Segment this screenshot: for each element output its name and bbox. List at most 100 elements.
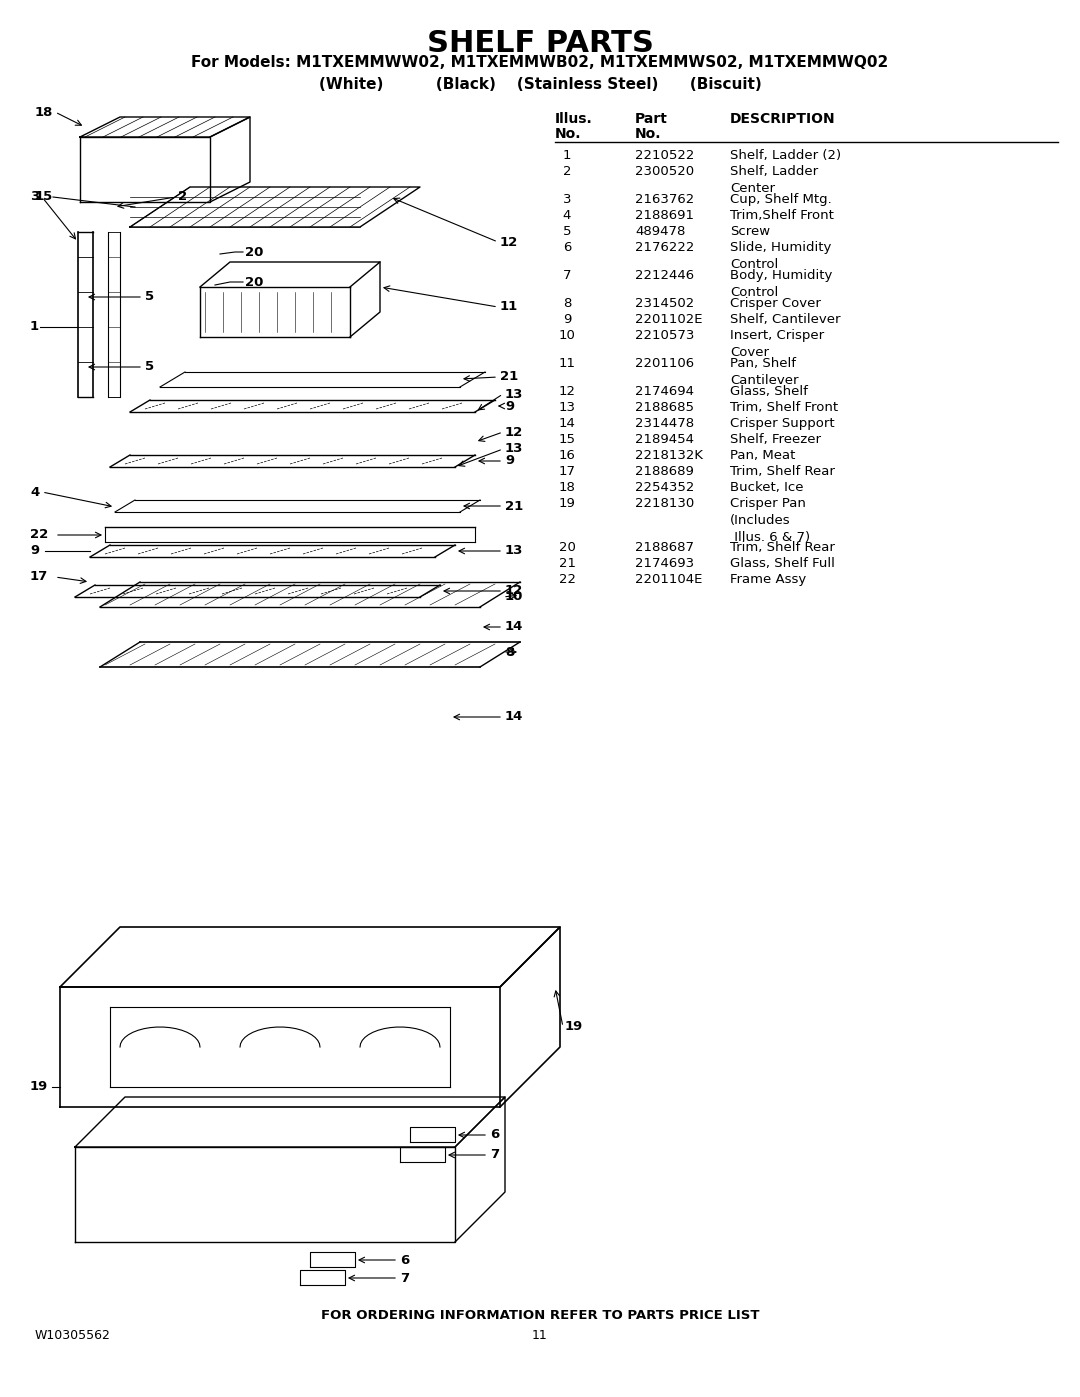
Text: 2188685: 2188685 [635,401,694,414]
Text: Crisper Cover: Crisper Cover [730,298,821,310]
Text: 9: 9 [30,545,39,557]
Text: 7: 7 [400,1271,409,1284]
Text: Trim, Shelf Rear: Trim, Shelf Rear [730,541,835,555]
Text: 5: 5 [145,291,154,303]
Text: 2174694: 2174694 [635,386,694,398]
Text: 18: 18 [558,481,576,495]
Text: 2201102E: 2201102E [635,313,702,326]
Text: 19: 19 [30,1080,49,1094]
Text: 2188691: 2188691 [635,210,694,222]
Text: 2314478: 2314478 [635,416,694,430]
Text: Crisper Support: Crisper Support [730,416,835,430]
Text: 9: 9 [563,313,571,326]
Text: 19: 19 [565,1020,583,1034]
Text: DESCRIPTION: DESCRIPTION [730,112,836,126]
Text: No.: No. [635,127,661,141]
Text: 11: 11 [532,1329,548,1343]
Text: 22: 22 [30,528,49,542]
Text: 21: 21 [558,557,576,570]
Text: 16: 16 [558,448,576,462]
Text: 15: 15 [35,190,53,204]
Text: Pan, Shelf
Cantilever: Pan, Shelf Cantilever [730,358,798,387]
Text: 2218130: 2218130 [635,497,694,510]
Text: Frame Assy: Frame Assy [730,573,807,585]
Text: W10305562: W10305562 [35,1329,111,1343]
Text: Illus.: Illus. [555,112,593,126]
Text: 13: 13 [505,387,524,401]
Text: 2163762: 2163762 [635,193,694,205]
Text: Shelf, Freezer: Shelf, Freezer [730,433,821,446]
Text: SHELF PARTS: SHELF PARTS [427,29,653,59]
Text: 13: 13 [558,401,576,414]
Text: 14: 14 [558,416,576,430]
Text: 489478: 489478 [635,225,686,237]
Text: 10: 10 [505,591,524,604]
Text: Crisper Pan
(Includes
 Illus. 6 & 7): Crisper Pan (Includes Illus. 6 & 7) [730,497,810,543]
Text: Shelf, Ladder
Center: Shelf, Ladder Center [730,165,819,196]
Text: 5: 5 [145,360,154,373]
Text: 2174693: 2174693 [635,557,694,570]
Text: 17: 17 [30,570,49,584]
Text: 3: 3 [563,193,571,205]
Text: 21: 21 [505,500,523,513]
Text: Glass, Shelf: Glass, Shelf [730,386,808,398]
Text: 22: 22 [558,573,576,585]
Text: 2300520: 2300520 [635,165,694,177]
Text: 15: 15 [558,433,576,446]
Text: For Models: M1TXEMMWW02, M1TXEMMWB02, M1TXEMMWS02, M1TXEMMWQ02: For Models: M1TXEMMWW02, M1TXEMMWB02, M1… [191,54,889,70]
Text: 9: 9 [505,454,514,468]
Text: 14: 14 [505,711,524,724]
Text: 8: 8 [563,298,571,310]
Text: Screw: Screw [730,225,770,237]
Text: 2201104E: 2201104E [635,573,702,585]
Text: Body, Humidity
Control: Body, Humidity Control [730,270,833,299]
Text: 8: 8 [505,645,514,658]
Text: Bucket, Ice: Bucket, Ice [730,481,804,495]
Text: Pan, Meat: Pan, Meat [730,448,795,462]
Text: 14: 14 [505,620,524,633]
Text: 2188687: 2188687 [635,541,694,555]
Text: 2: 2 [178,190,187,204]
Text: Trim, Shelf Rear: Trim, Shelf Rear [730,465,835,478]
Text: 6: 6 [490,1129,499,1141]
Text: 18: 18 [35,106,53,119]
Text: 1: 1 [563,149,571,162]
Text: 2189454: 2189454 [635,433,694,446]
Text: 9: 9 [505,400,514,412]
Text: Shelf, Ladder (2): Shelf, Ladder (2) [730,149,841,162]
Text: 2218132K: 2218132K [635,448,703,462]
Text: 4: 4 [30,486,39,499]
Text: 2314502: 2314502 [635,298,694,310]
Text: 2: 2 [563,165,571,177]
Text: 2201106: 2201106 [635,358,694,370]
Text: 13: 13 [505,443,524,455]
Text: 12: 12 [500,236,518,249]
Text: 2254352: 2254352 [635,481,694,495]
Text: No.: No. [555,127,581,141]
Text: 11: 11 [558,358,576,370]
Text: 2210522: 2210522 [635,149,694,162]
Text: 21: 21 [500,370,518,384]
Text: 5: 5 [563,225,571,237]
Text: 20: 20 [245,275,264,289]
Text: 12: 12 [505,584,523,598]
Text: 3: 3 [30,190,39,204]
Text: 7: 7 [563,270,571,282]
Text: 20: 20 [558,541,576,555]
Text: Cup, Shelf Mtg.: Cup, Shelf Mtg. [730,193,832,205]
Text: Part: Part [635,112,667,126]
Text: 6: 6 [563,242,571,254]
Text: 19: 19 [558,497,576,510]
Text: Slide, Humidity
Control: Slide, Humidity Control [730,242,832,271]
Text: Glass, Shelf Full: Glass, Shelf Full [730,557,835,570]
Text: 17: 17 [558,465,576,478]
Text: 4: 4 [563,210,571,222]
Text: (White)          (Black)    (Stainless Steel)      (Biscuit): (White) (Black) (Stainless Steel) (Biscu… [319,77,761,92]
Text: 20: 20 [245,246,264,258]
Text: 6: 6 [400,1253,409,1267]
Text: 2176222: 2176222 [635,242,694,254]
Text: 1: 1 [30,320,39,334]
Text: 12: 12 [558,386,576,398]
Text: 2188689: 2188689 [635,465,693,478]
Text: 10: 10 [558,330,576,342]
